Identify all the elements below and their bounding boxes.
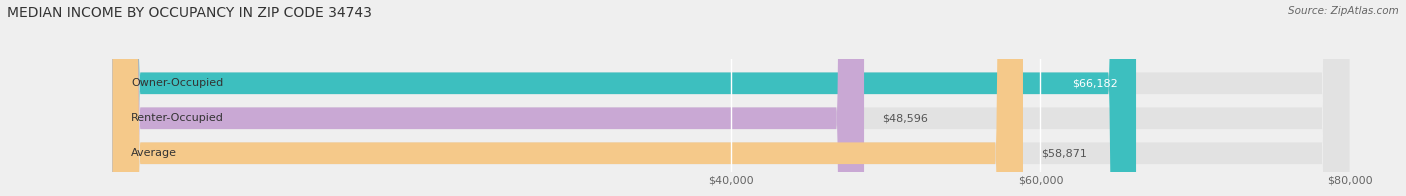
- FancyBboxPatch shape: [112, 0, 1350, 196]
- Text: Owner-Occupied: Owner-Occupied: [131, 78, 224, 88]
- Text: Average: Average: [131, 148, 177, 158]
- FancyBboxPatch shape: [112, 0, 1136, 196]
- FancyBboxPatch shape: [112, 0, 1024, 196]
- Text: Source: ZipAtlas.com: Source: ZipAtlas.com: [1288, 6, 1399, 16]
- Text: $58,871: $58,871: [1042, 148, 1087, 158]
- FancyBboxPatch shape: [112, 0, 1350, 196]
- FancyBboxPatch shape: [112, 0, 1350, 196]
- Text: Renter-Occupied: Renter-Occupied: [131, 113, 224, 123]
- Text: $48,596: $48,596: [883, 113, 928, 123]
- Text: MEDIAN INCOME BY OCCUPANCY IN ZIP CODE 34743: MEDIAN INCOME BY OCCUPANCY IN ZIP CODE 3…: [7, 6, 373, 20]
- Text: $66,182: $66,182: [1071, 78, 1118, 88]
- FancyBboxPatch shape: [112, 0, 865, 196]
